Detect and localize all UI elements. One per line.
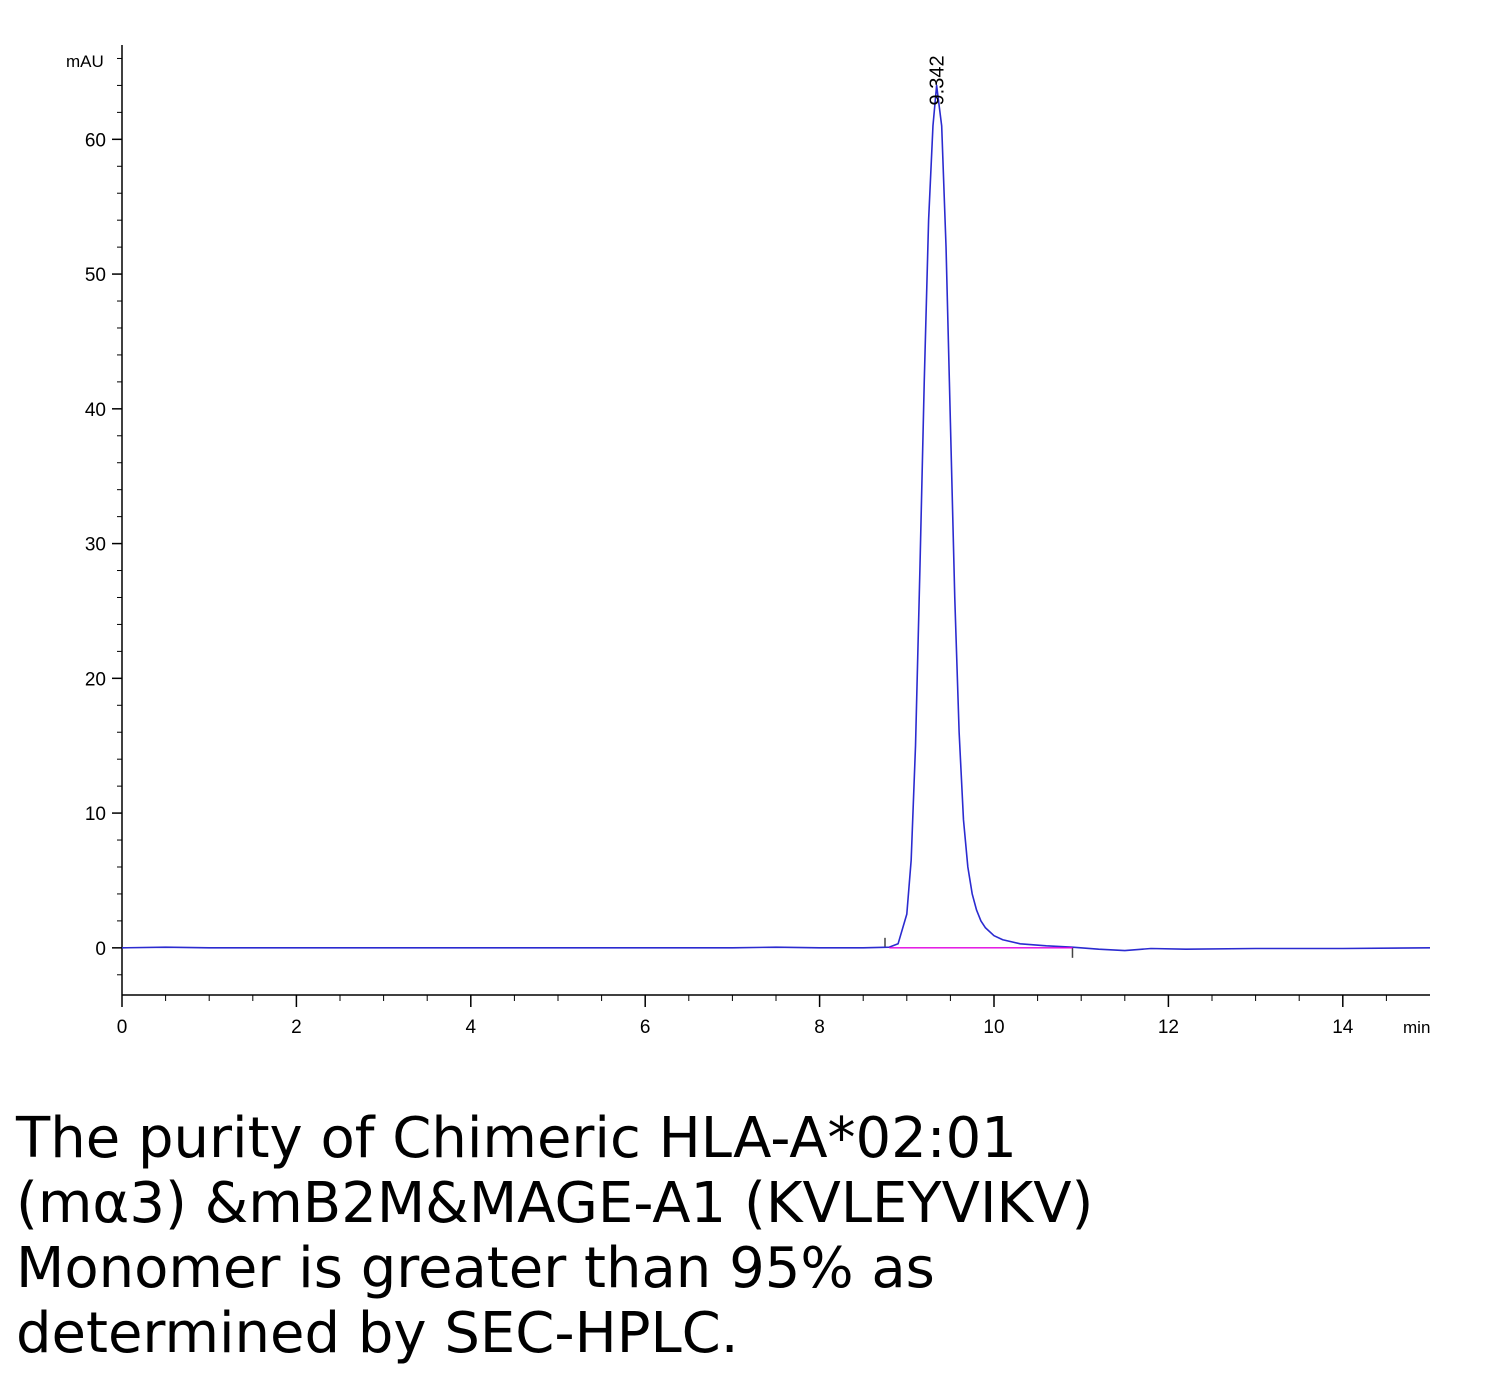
x-tick-label: 14 [1332, 1017, 1354, 1038]
x-tick-label: 6 [640, 1017, 651, 1038]
y-tick-label: 40 [85, 400, 106, 421]
y-tick-label: 30 [85, 535, 106, 556]
y-tick-label: 10 [85, 804, 106, 825]
chromatogram-chart: 0 10 20 30 40 50 60 0 2 4 6 8 10 12 14 mAU min 9.342 [66, 45, 1431, 1038]
y-minor-ticks [117, 57, 122, 976]
caption-line-2: (mα3) &mB2M&MAGE-A1 (KVLEYVIKV) [16, 1171, 1094, 1236]
x-tick-label: 10 [983, 1017, 1004, 1038]
caption-line-1: The purity of Chimeric HLA-A*02:01 [16, 1106, 1017, 1171]
x-major-ticks: 0 2 4 6 8 10 12 14 [117, 995, 1354, 1038]
x-tick-label: 12 [1158, 1017, 1179, 1038]
y-tick-label: 20 [85, 669, 106, 690]
series-layer [121, 84, 1431, 958]
x-tick-label: 2 [291, 1017, 302, 1038]
x-minor-ticks [165, 995, 1387, 1001]
peak-label: 9.342 [927, 55, 949, 105]
x-tick-label: 8 [814, 1017, 825, 1038]
y-tick-label: 0 [95, 939, 106, 960]
y-tick-label: 60 [85, 130, 106, 151]
caption: The purity of Chimeric HLA-A*02:01 (mα3)… [16, 1106, 1476, 1366]
caption-line-4: determined by SEC-HPLC. [16, 1301, 739, 1366]
y-major-ticks: 0 10 20 30 40 50 60 [85, 130, 122, 960]
chromatogram-trace [121, 84, 1431, 952]
y-axis-label: mAU [66, 52, 104, 71]
axes: 0 10 20 30 40 50 60 0 2 4 6 8 10 12 14 mAU min [66, 45, 1430, 1038]
x-axis-label: min [1403, 1018, 1430, 1037]
x-tick-label: 4 [466, 1017, 477, 1038]
x-tick-label: 0 [117, 1017, 128, 1038]
caption-line-3: Monomer is greater than 95% as [16, 1236, 935, 1301]
y-tick-label: 50 [85, 265, 106, 286]
annotation-layer: 9.342 [927, 55, 949, 105]
